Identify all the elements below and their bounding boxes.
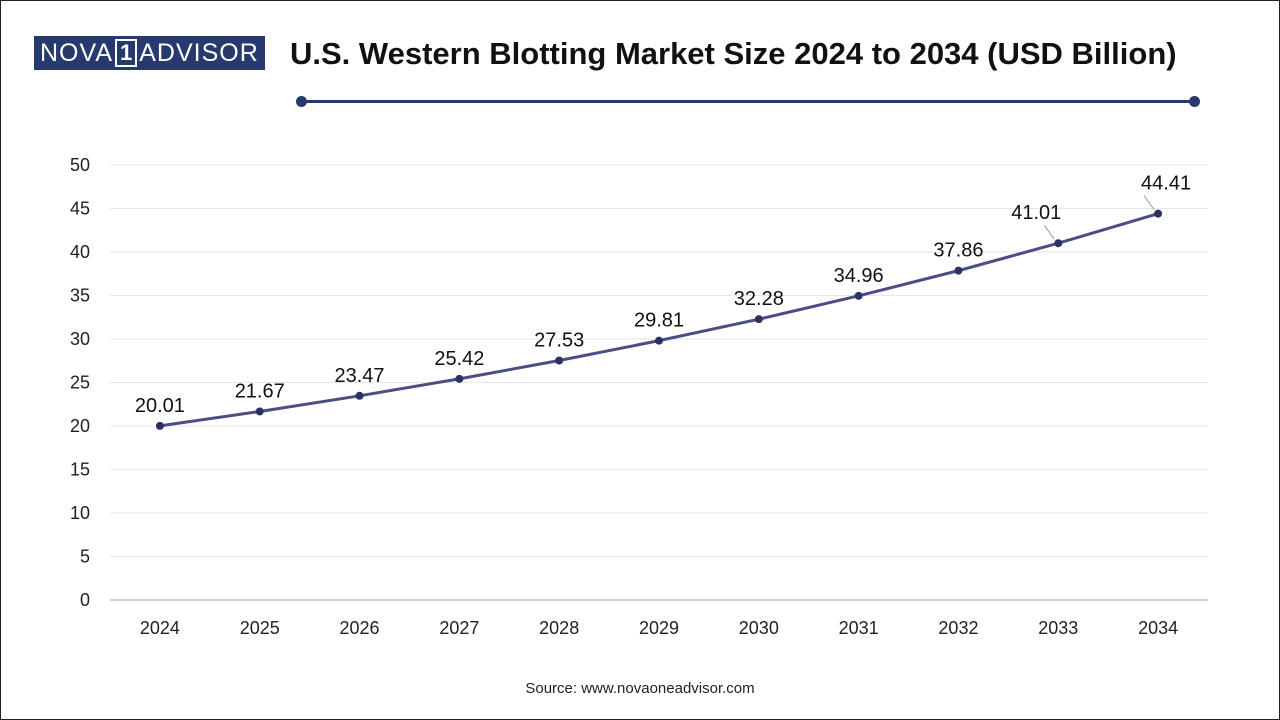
data-point-2032 bbox=[954, 266, 963, 275]
y-axis-ticks: 0 5 10 15 20 25 30 35 40 45 50 bbox=[70, 155, 90, 610]
y-tick-label: 0 bbox=[80, 590, 90, 610]
title-underline bbox=[301, 100, 1195, 103]
data-label-2024: 20.01 bbox=[135, 395, 185, 417]
source-note: Source: www.novaoneadvisor.com bbox=[525, 680, 755, 697]
x-axis-ticks: 2024 2025 2026 2027 2028 2029 2030 2031 2032 2033… bbox=[140, 618, 1178, 638]
underline-left-dot bbox=[296, 96, 307, 107]
x-tick-label: 2033 bbox=[1038, 618, 1078, 638]
nova-one-advisor-logo: NOVA 1 ADVISOR bbox=[34, 36, 265, 70]
data-point-2030 bbox=[754, 315, 763, 324]
data-label-2034: 44.41 bbox=[1141, 173, 1191, 195]
y-tick-label: 40 bbox=[70, 242, 90, 262]
y-tick-label: 30 bbox=[70, 329, 90, 349]
logo-text-advisor: ADVISOR bbox=[139, 36, 265, 70]
data-label-2025: 21.67 bbox=[235, 380, 285, 402]
x-tick-label: 2026 bbox=[340, 618, 380, 638]
data-point-2029 bbox=[655, 336, 663, 345]
x-tick-label: 2027 bbox=[439, 618, 479, 638]
y-tick-label: 25 bbox=[70, 373, 90, 393]
data-labels: 20.01 21.67 23.47 25.42 27.53 29.81 32.28 34.96… bbox=[135, 173, 1191, 417]
gridlines bbox=[110, 164, 1208, 601]
underline-right-dot bbox=[1189, 96, 1200, 107]
y-tick-label: 35 bbox=[70, 286, 90, 306]
y-tick-label: 50 bbox=[70, 155, 90, 175]
x-tick-label: 2024 bbox=[140, 618, 180, 638]
data-label-2031: 34.96 bbox=[834, 265, 884, 287]
x-tick-label: 2028 bbox=[539, 618, 579, 638]
data-label-leader bbox=[1043, 224, 1055, 240]
data-point-2026 bbox=[355, 391, 364, 400]
data-point-2031 bbox=[854, 291, 863, 300]
y-tick-label: 10 bbox=[70, 503, 90, 523]
data-label-2032: 37.86 bbox=[933, 240, 983, 262]
x-tick-label: 2025 bbox=[240, 618, 280, 638]
x-tick-label: 2034 bbox=[1138, 618, 1178, 638]
y-tick-label: 20 bbox=[70, 416, 90, 436]
y-tick-label: 5 bbox=[80, 547, 90, 567]
data-point-2033 bbox=[1054, 239, 1063, 248]
x-tick-label: 2030 bbox=[739, 618, 779, 638]
x-tick-label: 2032 bbox=[938, 618, 978, 638]
logo-badge: 1 bbox=[113, 36, 140, 70]
data-point-2034 bbox=[1154, 209, 1163, 218]
chart-title: U.S. Western Blotting Market Size 2024 t… bbox=[290, 36, 1177, 71]
data-point-2024 bbox=[155, 421, 164, 430]
data-point-2025 bbox=[255, 407, 264, 416]
data-point-2027 bbox=[455, 374, 464, 383]
data-label-2029: 29.81 bbox=[634, 310, 684, 332]
y-tick-label: 15 bbox=[70, 460, 90, 480]
data-point-2028 bbox=[555, 356, 564, 365]
x-tick-label: 2029 bbox=[639, 618, 679, 638]
series-line bbox=[155, 209, 1163, 430]
logo-text-one: 1 bbox=[115, 39, 138, 67]
data-label-2026: 23.47 bbox=[335, 365, 385, 387]
logo-text-nova: NOVA bbox=[34, 36, 113, 70]
data-label-2030: 32.28 bbox=[734, 288, 784, 310]
data-label-2028: 27.53 bbox=[534, 329, 584, 351]
data-label-leader bbox=[1143, 195, 1155, 210]
data-label-2027: 25.42 bbox=[434, 348, 484, 370]
x-tick-label: 2031 bbox=[839, 618, 879, 638]
data-label-2033: 41.01 bbox=[1011, 202, 1061, 224]
y-tick-label: 45 bbox=[70, 199, 90, 219]
